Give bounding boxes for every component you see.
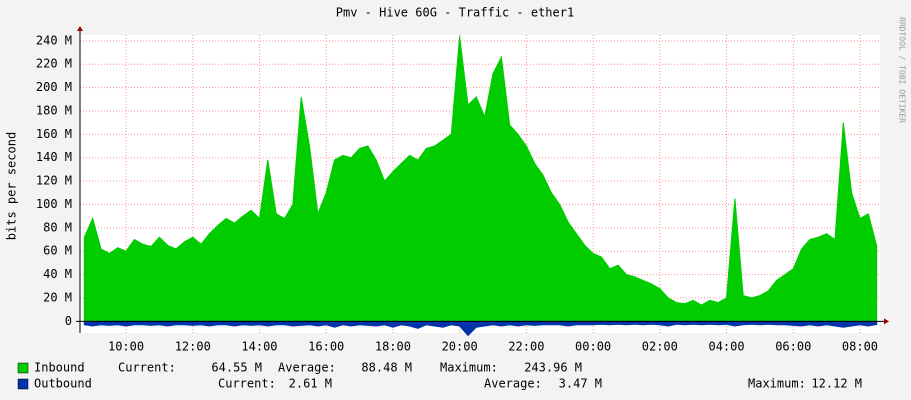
x-tick-label: 16:00 xyxy=(308,340,344,354)
x-tick-label: 08:00 xyxy=(842,340,878,354)
x-tick-label: 12:00 xyxy=(175,340,211,354)
legend-swatch xyxy=(17,362,29,374)
x-tick-label: 18:00 xyxy=(375,340,411,354)
legend-stat-value: 64.55 M xyxy=(211,361,262,375)
y-tick-label: 100 M xyxy=(36,197,72,211)
x-tick-label: 04:00 xyxy=(708,340,744,354)
x-tick-label: 20:00 xyxy=(442,340,478,354)
legend-stat-label: Current: xyxy=(218,377,276,391)
x-tick-label: 22:00 xyxy=(508,340,544,354)
watermark: RRDTOOL / TOBI OETIKER xyxy=(898,17,907,123)
axis-arrow xyxy=(77,26,83,31)
x-tick-label: 10:00 xyxy=(108,340,144,354)
x-tick-label: 14:00 xyxy=(241,340,277,354)
legend-label: Inbound xyxy=(34,361,85,375)
legend-swatch xyxy=(17,378,29,390)
y-tick-label: 160 M xyxy=(36,127,72,141)
y-tick-label: 220 M xyxy=(36,57,72,71)
y-tick-label: 240 M xyxy=(36,33,72,47)
legend-stat-label: Average: xyxy=(484,377,542,391)
y-axis-label: bits per second xyxy=(5,132,19,240)
legend-stat-label: Average: xyxy=(278,361,336,375)
x-tick-label: 00:00 xyxy=(575,340,611,354)
y-tick-label: 140 M xyxy=(36,150,72,164)
area xyxy=(83,320,878,337)
legend-stat-value: 243.96 M xyxy=(524,361,582,375)
area xyxy=(83,36,878,322)
legend-stat-label: Current: xyxy=(118,361,176,375)
legend-stat-label: Maximum: xyxy=(440,361,498,375)
axis-arrow xyxy=(884,318,889,325)
legend-stat-value: 2.61 M xyxy=(289,377,332,391)
legend-stat-value: 88.48 M xyxy=(361,361,412,375)
y-tick-label: 120 M xyxy=(36,174,72,188)
legend-label: Outbound xyxy=(34,377,92,391)
legend-stat-label: Maximum: xyxy=(748,377,806,391)
y-tick-label: 0 xyxy=(65,314,72,328)
y-tick-label: 180 M xyxy=(36,103,72,117)
x-tick-label: 02:00 xyxy=(642,340,678,354)
y-tick-label: 20 M xyxy=(43,290,72,304)
x-tick-label: 06:00 xyxy=(775,340,811,354)
y-tick-label: 200 M xyxy=(36,80,72,94)
y-tick-label: 60 M xyxy=(43,244,72,258)
legend-stat-value: 12.12 M xyxy=(811,377,862,391)
legend-stat-value: 3.47 M xyxy=(559,377,602,391)
chart-title: Pmv - Hive 60G - Traffic - ether1 xyxy=(336,6,574,20)
y-tick-label: 80 M xyxy=(43,220,72,234)
y-tick-label: 40 M xyxy=(43,267,72,281)
